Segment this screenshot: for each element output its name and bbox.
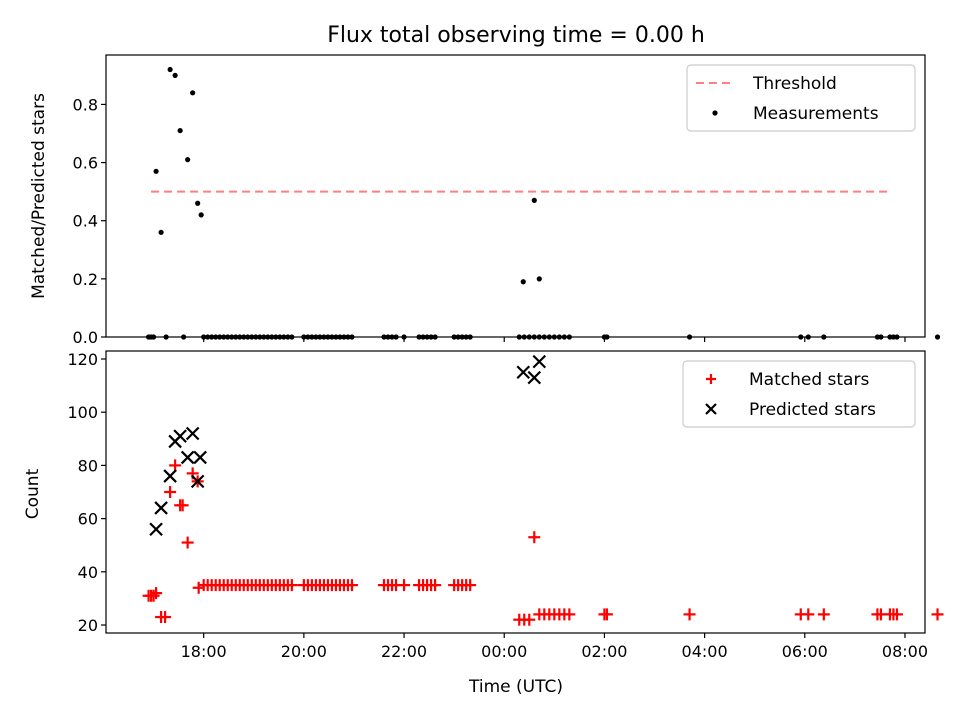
bottom-plus-point-6 [164,486,177,498]
bottom-plus-point-54 [398,579,411,592]
bottom-legend-plus-swatch [706,374,716,384]
bottom-x-point-2 [163,469,177,483]
top-legend-box [686,64,916,132]
top-dot-point-90 [934,334,941,340]
bottom-ytick-label-1: 40 [78,563,98,582]
bottom-x-point-2-b [163,469,177,483]
bottom-plus-point-75 [563,608,576,621]
bottom-legend-x-swatch [705,403,717,415]
bottom-plus-point-7 [169,459,182,472]
top-ytick-label-1: 0.2 [73,270,98,289]
bottom-ytick-label-2: 60 [78,510,98,529]
bottom-plot-area: 20 40 60 80 100 120 18:00 20:00 22:00 00:00 02:00 0… [67,350,944,661]
top-dot-point-2 [167,66,173,73]
top-ytick-label-4: 0.8 [73,95,98,114]
bottom-x-point-10-b [527,370,542,385]
bottom-y-axis-label: Count [23,468,43,519]
bottom-x-point-4-b [173,429,187,443]
bottom-x-point-7-b [190,474,205,489]
top-dot-point-11 [536,276,542,282]
top-y-axis-label: Matched/Predicted stars [29,93,49,299]
bottom-x-point-0 [149,522,163,537]
bottom-plus-point-86 [890,608,903,621]
bottom-plus-point-67 [523,613,536,626]
bottom-plus-point-87 [931,608,944,621]
bottom-x-point-1-b [154,501,168,515]
bottom-x-point-9 [516,365,531,380]
bottom-plus-point-10 [181,536,194,549]
bottom-x-point-5-b [180,450,195,465]
top-ytick-label-0: 0.0 [73,328,98,347]
bottom-legend-label-1: Predicted stars [749,400,876,420]
bottom-xtick-label-4: 02:00 [581,642,627,661]
bottom-x-point-6-b [185,426,200,441]
bottom-xtick-label-7: 08:00 [882,642,928,661]
bottom-plus-point-81 [817,608,830,621]
top-chart-title: Flux total observing time = 0.00 h [327,23,705,48]
bottom-axes-frame [105,350,926,634]
bottom-plus-point-5 [159,611,172,624]
top-legend-dot-swatch [712,110,718,116]
top-dot-point-4 [177,127,183,134]
top-ytick-label-3: 0.6 [73,154,98,173]
bottom-legend-label-0: Matched stars [749,370,869,390]
bottom-plus-point-68 [528,531,541,544]
bottom-plus-point-77 [600,608,613,621]
top-dot-point-0 [153,168,159,174]
bottom-plus-point-9 [176,499,189,512]
bottom-xtick-label-3: 00:00 [481,642,527,661]
bottom-legend-box [682,360,916,428]
bottom-legend-x-swatch-b [705,403,717,415]
bottom-x-point-10 [527,370,542,385]
bottom-plus-point-49 [345,579,358,592]
bottom-plus-point-3 [150,587,163,600]
top-ytick-label-2: 0.4 [73,212,98,231]
bottom-ytick-label-5: 120 [67,350,98,369]
bottom-series-plus [142,459,944,626]
bottom-ytick-label-3: 80 [78,456,98,475]
bottom-xtick-label-2: 22:00 [381,642,427,661]
bottom-plus-point-80 [802,608,815,621]
bottom-xtick-label-5: 04:00 [682,642,728,661]
top-dot-point-10 [531,197,537,203]
top-dot-point-3 [172,72,178,78]
bottom-legend: Matched stars Predicted stars [682,360,916,428]
bottom-x-axis-label: Time (UTC) [468,677,563,697]
bottom-x-point-11-b [532,354,547,369]
top-dot-point-6 [190,90,196,96]
bottom-series-x [149,354,547,537]
bottom-x-point-11 [532,354,547,369]
top-dot-point-7 [195,200,201,206]
top-axes-frame [105,54,926,338]
bottom-x-point-4 [173,429,187,443]
top-legend-label-1: Measurements [753,104,879,124]
bottom-plus-point-64 [464,579,477,592]
bottom-plus-point-2 [147,589,160,602]
top-dot-point-8 [198,212,204,218]
bottom-x-point-0-b [149,522,163,537]
top-legend: Threshold Measurements [686,64,916,132]
bottom-xtick-label-0: 18:00 [181,642,227,661]
bottom-x-point-8-b [193,450,207,465]
bottom-xtick-label-6: 06:00 [782,642,828,661]
bottom-ytick-label-4: 100 [67,403,98,422]
bottom-x-point-9-b [516,365,531,380]
bottom-x-point-6 [185,426,200,441]
top-dot-point-9 [520,279,526,285]
bottom-x-point-1 [154,501,168,515]
top-plot-area: 0.0 0.2 0.4 0.6 0.8 Threshold Measurements [73,54,941,347]
bottom-plus-point-59 [429,579,442,592]
bottom-x-point-5 [180,450,195,465]
bottom-plus-point-36 [285,579,298,592]
top-dot-point-1 [158,229,164,235]
top-legend-label-0: Threshold [752,74,837,94]
bottom-plus-point-78 [683,608,696,621]
bottom-xtick-label-1: 20:00 [281,642,327,661]
bottom-x-point-8 [193,450,207,465]
bottom-x-point-7 [190,474,205,489]
bottom-ytick-label-0: 20 [78,616,98,635]
top-dot-point-5 [185,157,191,163]
